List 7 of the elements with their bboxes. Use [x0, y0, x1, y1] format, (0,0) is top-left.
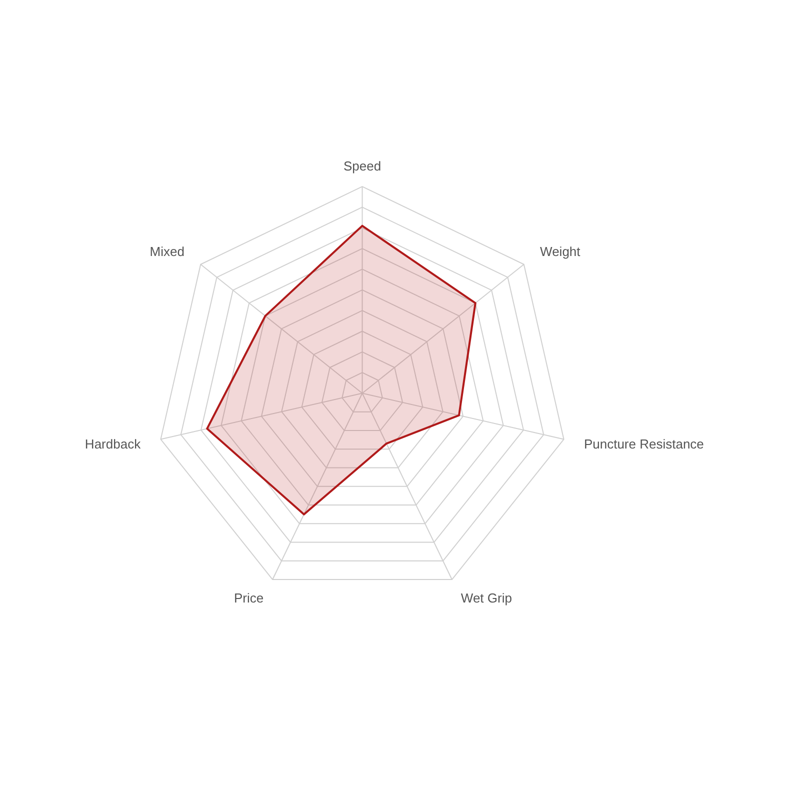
spoke-label: Puncture Resistance [584, 436, 704, 452]
spoke-label: Speed [343, 158, 382, 174]
spoke-label: Mixed [150, 244, 184, 259]
spoke-label: Hardback [84, 436, 142, 452]
spoke-label: Wet Grip [460, 590, 512, 606]
spoke-label: Price [234, 590, 264, 606]
spoke-label: Weight [540, 244, 581, 259]
